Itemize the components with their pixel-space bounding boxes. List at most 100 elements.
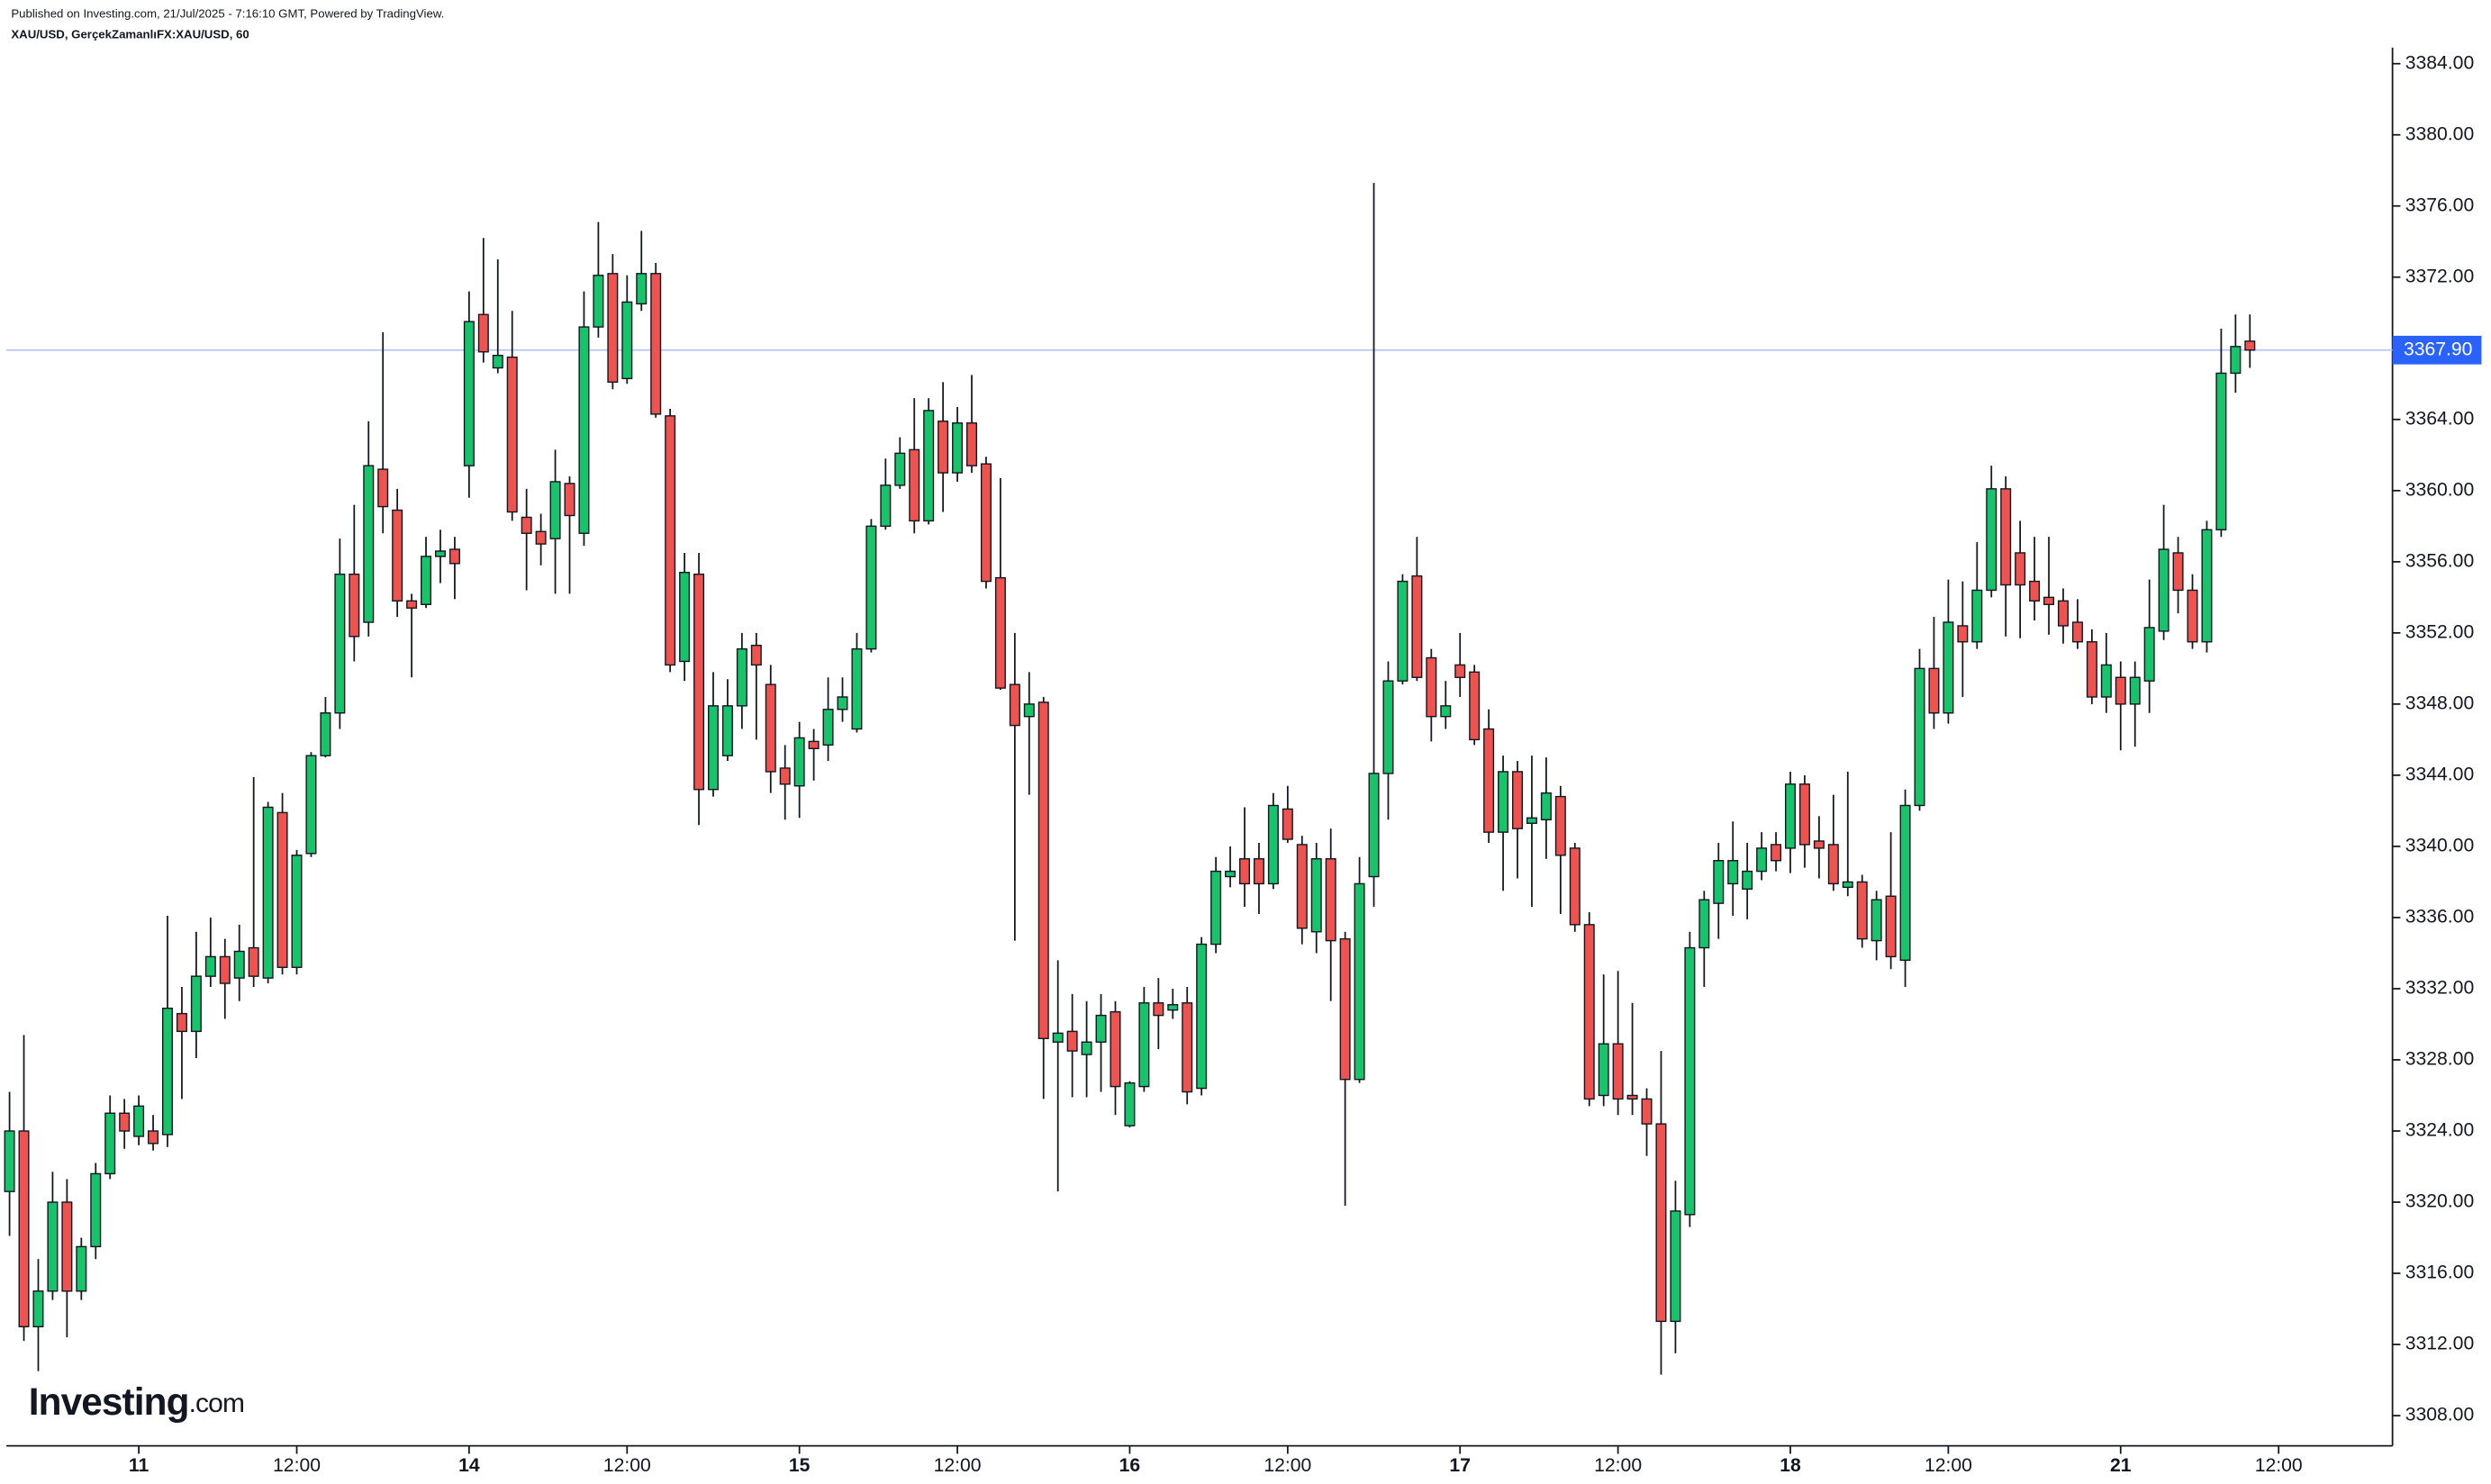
x-tick-label: 17 <box>1449 1455 1471 1476</box>
candle-body <box>521 516 532 534</box>
last-price-label: 3367.90 <box>2404 339 2472 359</box>
candle-body <box>1037 701 1049 1039</box>
x-tick-label: 11 <box>129 1455 149 1476</box>
candle-body <box>578 326 590 534</box>
candle-body <box>248 946 259 977</box>
y-tick-label: 3360.00 <box>2405 479 2474 500</box>
candle-body <box>1267 804 1279 885</box>
candle-body <box>1023 703 1035 718</box>
candle-body <box>2143 627 2155 682</box>
candle-body <box>980 463 992 583</box>
candle-body <box>148 1130 159 1145</box>
candle-body <box>76 1245 87 1292</box>
y-tick-label: 3348.00 <box>2405 692 2474 713</box>
x-tick-label: 18 <box>1780 1455 1801 1476</box>
candle-body <box>2158 548 2169 632</box>
candle-body <box>18 1130 30 1328</box>
y-tick-label: 3332.00 <box>2405 978 2474 999</box>
candle-body <box>966 422 978 466</box>
candle-body <box>593 275 604 328</box>
candle-body <box>2100 664 2112 698</box>
candle-body <box>2115 676 2126 705</box>
published-note: Published on Investing.com, 21/Jul/2025 … <box>11 6 444 20</box>
candle-body <box>1512 771 1523 829</box>
candle-body <box>2057 600 2069 627</box>
candle-body <box>679 571 691 663</box>
candle-body <box>1498 771 1509 833</box>
candle-body <box>2230 346 2242 375</box>
x-tick-label: 12:00 <box>934 1455 982 1476</box>
x-tick-label: 12:00 <box>603 1455 651 1476</box>
candle-body <box>923 410 935 522</box>
candle-body <box>693 573 705 791</box>
candle-body <box>994 576 1006 689</box>
candle-body <box>1182 1002 1193 1093</box>
candle-body <box>607 273 619 384</box>
y-tick-label: 3312.00 <box>2405 1334 2474 1354</box>
candle-body <box>1454 664 1466 678</box>
candle-body <box>1397 580 1409 682</box>
candle-body <box>1167 1004 1179 1011</box>
candle-body <box>392 509 403 602</box>
candle-body <box>851 647 863 730</box>
candle-body <box>2172 552 2184 592</box>
candle-body <box>1138 1002 1150 1088</box>
candle-body <box>1569 847 1581 926</box>
candle-body <box>1066 1030 1078 1052</box>
x-tick-label: 21 <box>2110 1455 2132 1476</box>
y-tick-label: 3340.00 <box>2405 836 2474 856</box>
x-tick-label: 12:00 <box>273 1455 321 1476</box>
candle-body <box>190 975 202 1033</box>
candle-body <box>176 1012 187 1033</box>
y-tick-label: 3372.00 <box>2405 266 2474 286</box>
candle-body <box>262 806 274 979</box>
y-tick-label: 3376.00 <box>2405 195 2474 215</box>
last-price-tag <box>2392 335 2482 365</box>
candle-body <box>1296 844 1308 929</box>
candle-body <box>305 755 317 855</box>
candle-body <box>1899 804 1911 962</box>
candle-body <box>636 273 648 305</box>
candle-body <box>2071 621 2083 643</box>
candle-body <box>2201 529 2213 643</box>
candle-body <box>1971 589 1983 643</box>
candle-body <box>1871 899 1882 942</box>
y-tick-label: 3336.00 <box>2405 907 2474 928</box>
candle-body <box>564 483 575 517</box>
candle-body <box>1670 1210 1681 1323</box>
candle-body <box>2015 552 2026 586</box>
candle-body <box>448 548 460 565</box>
candle-body <box>1469 671 1481 741</box>
candle-body <box>909 448 920 522</box>
symbol-title: XAU/USD, GerçekZamanlıFX:XAU/USD, 60 <box>11 27 249 41</box>
candle-body <box>1426 656 1437 718</box>
candle-body <box>2129 676 2141 705</box>
candle-body <box>1943 621 1954 714</box>
candle-body <box>32 1290 44 1328</box>
logo: Investing.com <box>29 1380 244 1423</box>
candle-body <box>1368 773 1380 878</box>
candle-body <box>233 950 245 979</box>
y-tick-label: 3344.00 <box>2405 764 2474 784</box>
y-tick-label: 3320.00 <box>2405 1191 2474 1212</box>
candle-body <box>47 1201 59 1292</box>
candle-body <box>1526 817 1537 824</box>
candle-body <box>1598 1043 1609 1097</box>
candle-body <box>219 955 231 984</box>
candle-body <box>736 647 747 707</box>
candle-body <box>1583 924 1595 1100</box>
candle-body <box>1095 1014 1107 1043</box>
candle-body <box>1196 943 1208 1090</box>
candle-body <box>1914 667 1925 807</box>
candle-body <box>707 705 719 791</box>
candle-body <box>506 356 518 513</box>
candle-body <box>1239 858 1251 885</box>
y-tick-label: 3324.00 <box>2405 1120 2474 1141</box>
candle-body <box>320 712 331 756</box>
candle-body <box>1798 783 1810 846</box>
candle-body <box>808 740 820 749</box>
candle-body <box>1771 844 1782 862</box>
logo-suffix: .com <box>189 1389 244 1418</box>
candle-body <box>492 354 503 369</box>
